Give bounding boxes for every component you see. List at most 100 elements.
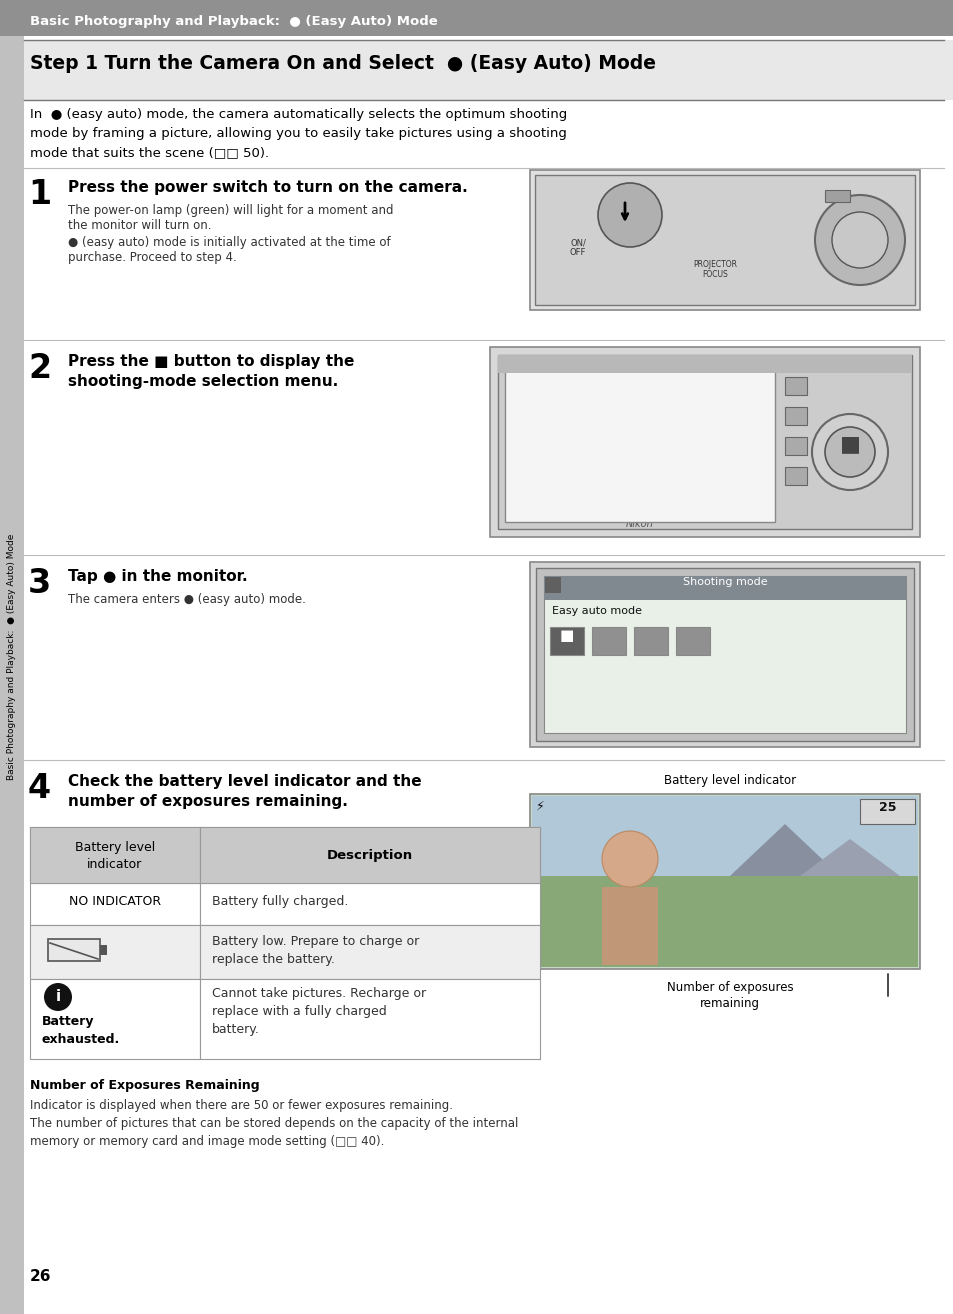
Bar <box>536 568 913 741</box>
Bar <box>784 466 806 485</box>
Circle shape <box>811 414 887 490</box>
Text: Shooting mode: Shooting mode <box>682 577 766 587</box>
Text: Check the battery level indicator and the: Check the battery level indicator and th… <box>68 774 421 788</box>
Text: ■: ■ <box>559 628 574 643</box>
Bar <box>592 627 625 654</box>
Bar <box>676 627 709 654</box>
Text: Basic Photography and Playback:  ● (Easy Auto) Mode: Basic Photography and Playback: ● (Easy … <box>8 533 16 781</box>
Text: The power-on lamp (green) will light for a moment and: The power-on lamp (green) will light for… <box>68 204 393 217</box>
Text: purchase. Proceed to step 4.: purchase. Proceed to step 4. <box>68 251 236 264</box>
Text: memory or memory card and image mode setting (□□ 40).: memory or memory card and image mode set… <box>30 1135 384 1148</box>
Text: Cannot take pictures. Recharge or: Cannot take pictures. Recharge or <box>212 987 426 1000</box>
Bar <box>48 940 100 961</box>
Text: ■: ■ <box>839 434 860 455</box>
Text: 4: 4 <box>28 773 51 805</box>
Bar <box>532 876 917 967</box>
Text: mode that suits the scene (□□ 50).: mode that suits the scene (□□ 50). <box>30 146 269 159</box>
Text: ● (easy auto) mode is initially activated at the time of: ● (easy auto) mode is initially activate… <box>68 237 390 248</box>
Text: ⚡: ⚡ <box>536 800 544 813</box>
Circle shape <box>824 427 874 477</box>
Bar <box>200 979 539 1059</box>
Circle shape <box>598 183 661 247</box>
Text: ON/
OFF: ON/ OFF <box>569 238 585 258</box>
Circle shape <box>44 983 71 1010</box>
Text: mode by framing a picture, allowing you to easily take pictures using a shooting: mode by framing a picture, allowing you … <box>30 127 566 141</box>
Bar <box>532 796 917 876</box>
Text: 25: 25 <box>879 802 896 813</box>
Bar <box>530 794 919 968</box>
Text: PROJECTOR
FOCUS: PROJECTOR FOCUS <box>692 260 737 280</box>
Text: The camera enters ● (easy auto) mode.: The camera enters ● (easy auto) mode. <box>68 593 306 606</box>
Text: 3: 3 <box>28 568 51 600</box>
Bar <box>200 925 539 979</box>
Text: remaining: remaining <box>700 997 760 1010</box>
Bar <box>530 170 919 310</box>
Bar <box>30 979 200 1059</box>
Text: 26: 26 <box>30 1269 51 1284</box>
Text: Press the ■ button to display the: Press the ■ button to display the <box>68 353 354 369</box>
Bar <box>859 799 914 824</box>
Text: battery.: battery. <box>212 1024 259 1035</box>
Text: replace with a fully charged: replace with a fully charged <box>212 1005 386 1018</box>
Bar <box>550 627 583 654</box>
Bar <box>490 347 919 537</box>
Text: Tap ● in the monitor.: Tap ● in the monitor. <box>68 569 248 583</box>
Text: shooting-mode selection menu.: shooting-mode selection menu. <box>68 374 338 389</box>
Bar <box>497 355 911 530</box>
Text: NO INDICATOR: NO INDICATOR <box>69 895 161 908</box>
Bar <box>200 883 539 925</box>
Text: NIKON: NIKON <box>627 359 652 368</box>
Text: Description: Description <box>327 849 413 862</box>
Circle shape <box>601 830 658 887</box>
Bar <box>0 0 24 1314</box>
Bar <box>535 175 914 305</box>
Text: number of exposures remaining.: number of exposures remaining. <box>68 794 348 809</box>
Text: 2: 2 <box>28 352 51 385</box>
Bar <box>504 361 774 522</box>
Text: The number of pictures that can be stored depends on the capacity of the interna: The number of pictures that can be store… <box>30 1117 517 1130</box>
Text: Battery: Battery <box>42 1014 94 1028</box>
Bar <box>543 576 905 600</box>
Polygon shape <box>729 824 840 876</box>
Text: Easy auto mode: Easy auto mode <box>552 606 641 616</box>
Bar <box>824 191 849 202</box>
Text: Battery fully charged.: Battery fully charged. <box>212 895 348 908</box>
Bar <box>30 827 539 883</box>
Polygon shape <box>800 840 899 876</box>
Bar <box>634 627 667 654</box>
Bar <box>30 883 200 925</box>
Text: exhausted.: exhausted. <box>42 1033 120 1046</box>
Text: replace the battery.: replace the battery. <box>212 953 335 966</box>
Bar <box>784 407 806 424</box>
Text: Nikon: Nikon <box>625 519 653 530</box>
Bar <box>543 576 905 733</box>
Bar <box>100 945 107 955</box>
Circle shape <box>814 194 904 285</box>
Text: Battery low. Prepare to charge or: Battery low. Prepare to charge or <box>212 936 418 947</box>
Text: Number of exposures: Number of exposures <box>666 982 793 993</box>
Text: Number of Exposures Remaining: Number of Exposures Remaining <box>30 1079 259 1092</box>
Text: Step 1 Turn the Camera On and Select  ● (Easy Auto) Mode: Step 1 Turn the Camera On and Select ● (… <box>30 54 656 74</box>
Text: 1: 1 <box>28 177 51 212</box>
Text: Basic Photography and Playback:  ● (Easy Auto) Mode: Basic Photography and Playback: ● (Easy … <box>30 16 437 29</box>
Bar <box>200 827 539 883</box>
Bar <box>497 355 911 373</box>
Bar <box>544 577 560 593</box>
Bar <box>530 562 919 746</box>
Text: Press the power switch to turn on the camera.: Press the power switch to turn on the ca… <box>68 180 467 194</box>
Bar <box>0 0 953 35</box>
Text: W: W <box>844 225 854 235</box>
Bar <box>784 438 806 455</box>
Bar <box>601 887 658 964</box>
Text: the monitor will turn on.: the monitor will turn on. <box>68 219 212 233</box>
Bar <box>30 925 200 979</box>
Bar <box>784 377 806 396</box>
Text: Battery level
indicator: Battery level indicator <box>74 841 155 871</box>
Bar <box>30 827 200 883</box>
Bar <box>24 39 953 100</box>
Text: Battery level indicator: Battery level indicator <box>663 774 795 787</box>
Text: i: i <box>55 989 60 1004</box>
Text: Indicator is displayed when there are 50 or fewer exposures remaining.: Indicator is displayed when there are 50… <box>30 1099 453 1112</box>
Text: In  ● (easy auto) mode, the camera automatically selects the optimum shooting: In ● (easy auto) mode, the camera automa… <box>30 108 567 121</box>
Circle shape <box>831 212 887 268</box>
